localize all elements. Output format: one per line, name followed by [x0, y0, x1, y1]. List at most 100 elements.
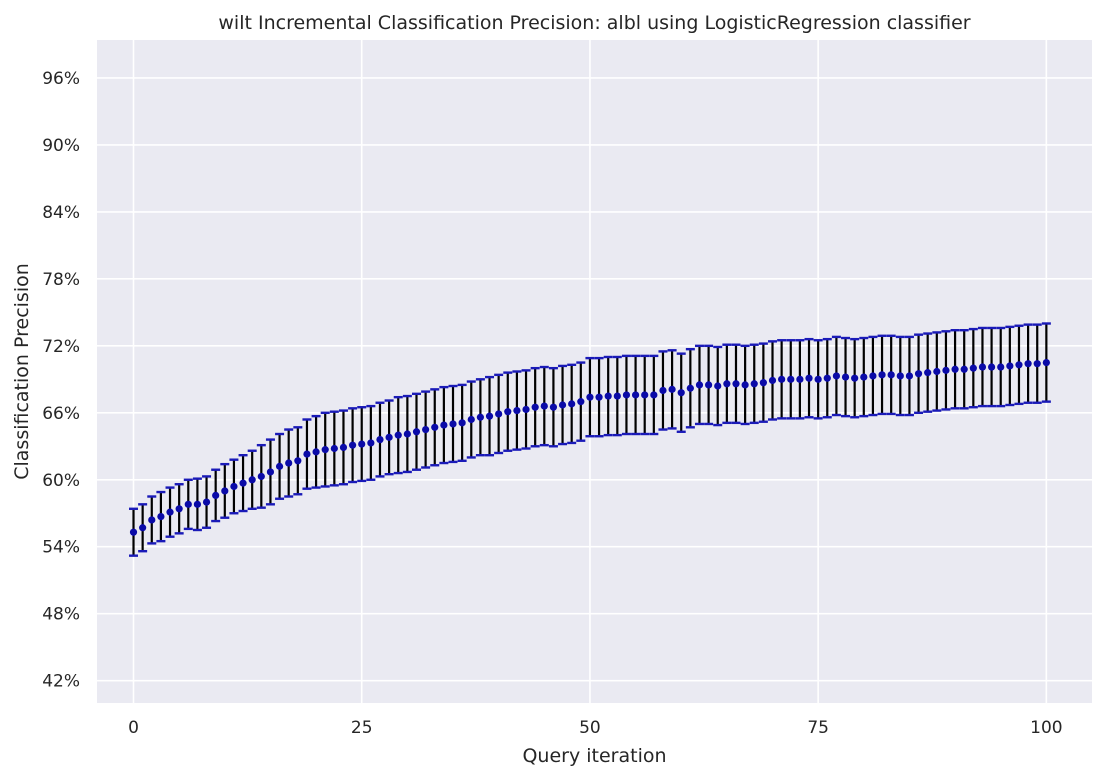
- data-point: [540, 402, 548, 410]
- data-point: [969, 364, 977, 372]
- y-tick-label: 54%: [42, 538, 80, 558]
- data-point: [732, 380, 740, 388]
- data-point: [768, 376, 777, 385]
- data-point: [129, 528, 138, 536]
- data-point: [741, 381, 749, 389]
- data-point: [476, 413, 484, 421]
- data-point: [869, 372, 877, 380]
- data-point: [896, 372, 904, 380]
- grid: [97, 40, 1092, 703]
- data-point: [257, 472, 265, 481]
- data-point: [631, 391, 640, 399]
- data-point: [860, 373, 868, 381]
- data-point: [914, 370, 923, 378]
- data-point: [358, 440, 366, 448]
- data-point: [440, 421, 448, 429]
- x-tick-label: 0: [128, 718, 139, 738]
- data-point: [933, 367, 941, 376]
- data-point: [367, 439, 375, 447]
- y-tick-label: 72%: [42, 337, 80, 357]
- y-tick-label: 90%: [42, 136, 80, 156]
- data-point: [705, 381, 713, 389]
- data-point: [887, 371, 895, 379]
- y-tick-label: 84%: [42, 203, 80, 223]
- data-point: [485, 412, 494, 420]
- data-point: [613, 392, 621, 400]
- y-tick-label: 42%: [42, 672, 80, 692]
- data-point: [778, 375, 786, 383]
- data-point: [422, 425, 430, 434]
- data-point: [139, 524, 147, 532]
- data-point: [531, 403, 539, 411]
- data-point: [312, 448, 320, 456]
- data-point: [504, 408, 512, 416]
- data-point: [796, 375, 804, 383]
- data-point: [294, 457, 302, 465]
- data-point: [495, 410, 503, 418]
- data-point: [978, 363, 987, 371]
- y-tick-labels: 42% 48% 54% 60% 66% 72% 78% 84% 90% 96%: [42, 69, 80, 692]
- data-point: [823, 374, 831, 382]
- x-axis-label: Query iteration: [522, 745, 666, 767]
- data-point: [1006, 362, 1014, 370]
- data-point: [321, 446, 329, 454]
- data-point: [832, 372, 841, 380]
- data-point: [1015, 361, 1023, 369]
- data-point: [285, 459, 293, 467]
- data-point: [805, 374, 813, 382]
- data-point: [148, 516, 156, 524]
- data-point: [431, 423, 439, 431]
- x-tick-label: 25: [351, 718, 373, 738]
- data-point: [376, 435, 384, 444]
- data-point: [951, 365, 959, 373]
- data-point: [997, 363, 1005, 371]
- data-point: [878, 371, 886, 379]
- data-point: [184, 500, 192, 508]
- data-point: [723, 380, 731, 388]
- data-point: [686, 384, 694, 392]
- data-point: [622, 391, 631, 399]
- data-point: [166, 508, 174, 516]
- data-point: [659, 386, 667, 395]
- y-tick-label: 78%: [42, 270, 80, 290]
- data-point: [695, 381, 704, 389]
- data-point: [467, 415, 475, 424]
- data-point: [1024, 360, 1032, 368]
- data-point: [385, 433, 393, 441]
- data-point: [577, 398, 585, 406]
- data-point: [193, 500, 202, 508]
- data-point: [403, 430, 411, 438]
- data-point: [668, 385, 676, 393]
- y-tick-label: 66%: [42, 404, 80, 424]
- data-point: [275, 462, 284, 470]
- data-point: [330, 444, 338, 453]
- data-point: [814, 375, 822, 383]
- data-point: [239, 479, 247, 487]
- data-point: [549, 403, 558, 411]
- data-point: [641, 391, 649, 399]
- data-point: [586, 393, 594, 401]
- data-point: [248, 476, 256, 484]
- data-point: [568, 400, 576, 408]
- data-point: [157, 513, 165, 521]
- x-tick-label: 100: [1030, 718, 1062, 738]
- data-point: [412, 428, 421, 436]
- data-point: [942, 366, 950, 374]
- data-point: [787, 375, 795, 383]
- data-point: [230, 482, 238, 491]
- data-point: [449, 420, 457, 428]
- data-point: [750, 380, 758, 388]
- data-point: [677, 389, 685, 397]
- data-point: [604, 392, 612, 400]
- data-point: [339, 443, 348, 451]
- data-point: [714, 382, 722, 390]
- data-point: [394, 431, 402, 439]
- data-point: [759, 379, 767, 387]
- data-point: [513, 406, 521, 415]
- data-point: [558, 401, 567, 409]
- data-point: [905, 372, 914, 380]
- data-point: [202, 498, 211, 506]
- x-tick-labels: 0 25 50 75 100: [128, 718, 1062, 738]
- data-point: [348, 441, 357, 449]
